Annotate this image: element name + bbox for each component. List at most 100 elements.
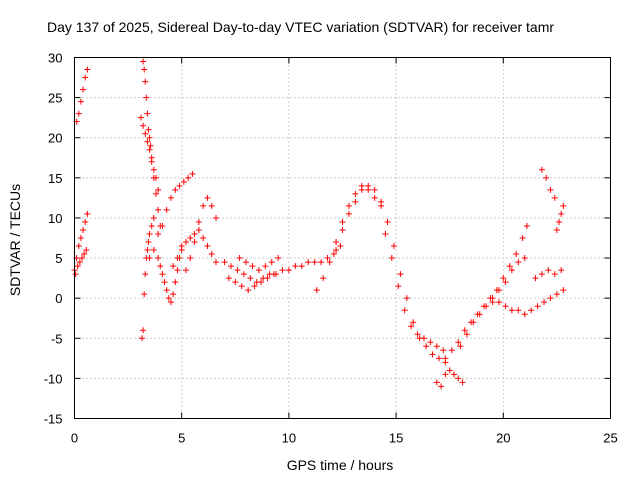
data-point: [345, 202, 352, 209]
data-point: [429, 351, 436, 358]
data-point: [502, 303, 509, 310]
data-point: [547, 295, 554, 302]
series-s12: [225, 271, 277, 294]
data-point: [191, 239, 198, 246]
data-point: [459, 379, 466, 386]
data-point: [339, 218, 346, 225]
data-point: [208, 202, 215, 209]
series-s8: [155, 243, 185, 306]
data-point: [551, 194, 558, 201]
data-point: [330, 251, 337, 258]
data-point: [163, 287, 170, 294]
series-s2: [72, 247, 90, 278]
data-point: [176, 182, 183, 189]
y-tick-label: 5: [55, 251, 62, 266]
data-point: [243, 259, 250, 266]
data-point: [150, 214, 157, 221]
data-point: [204, 243, 211, 250]
data-point: [489, 299, 496, 306]
y-tick-label: -5: [51, 331, 63, 346]
series-s9: [170, 226, 220, 270]
data-point: [534, 303, 541, 310]
data-point: [167, 299, 174, 306]
data-point: [245, 287, 252, 294]
data-point: [448, 347, 455, 354]
data-point: [145, 126, 152, 133]
data-point: [268, 259, 275, 266]
x-tick-label: 10: [282, 431, 296, 446]
data-point: [249, 263, 256, 270]
series-s23: [553, 202, 567, 233]
data-point: [213, 214, 220, 221]
data-point: [401, 307, 408, 314]
series-s16: [382, 230, 447, 354]
data-point: [77, 235, 84, 241]
data-point: [388, 255, 395, 262]
data-point: [213, 259, 220, 266]
data-point: [174, 255, 181, 262]
data-point: [446, 367, 453, 374]
data-point: [508, 267, 515, 274]
data-point: [74, 263, 81, 270]
data-point: [433, 343, 440, 350]
data-point: [238, 283, 245, 290]
data-point: [560, 202, 567, 209]
data-point: [155, 255, 162, 262]
data-point: [324, 255, 331, 262]
series-s17: [433, 367, 466, 390]
data-point: [275, 255, 282, 262]
series-s13: [236, 255, 282, 274]
data-point: [333, 239, 340, 246]
data-point: [140, 122, 147, 129]
data-point: [521, 255, 528, 262]
data-point: [150, 247, 157, 254]
x-tick-label: 20: [496, 431, 510, 446]
series-s21: [532, 267, 565, 282]
data-point: [556, 218, 563, 225]
data-point: [553, 291, 560, 298]
data-point: [167, 194, 174, 201]
data-point: [150, 166, 157, 173]
data-point: [80, 86, 87, 93]
series-s5: [140, 58, 162, 193]
y-tick-label: -10: [44, 371, 63, 386]
data-point: [187, 255, 194, 262]
data-point: [155, 186, 162, 193]
data-point: [442, 355, 449, 362]
data-point: [148, 222, 155, 229]
data-point: [326, 259, 333, 266]
data-point: [476, 311, 483, 318]
data-point: [225, 275, 232, 282]
data-point: [174, 267, 181, 274]
data-point: [204, 194, 211, 201]
data-point: [208, 251, 215, 258]
data-point: [82, 74, 89, 81]
data-point: [390, 243, 397, 250]
series-s10: [182, 194, 220, 274]
data-point: [262, 263, 269, 270]
data-point: [333, 247, 340, 254]
data-point: [148, 158, 155, 165]
data-point: [170, 263, 177, 270]
data-point: [240, 271, 247, 278]
data-point: [172, 279, 179, 286]
data-point: [191, 230, 198, 237]
data-point: [547, 186, 554, 193]
series-s18: [442, 222, 530, 362]
y-tick-label: 15: [48, 171, 62, 186]
data-point: [352, 190, 359, 197]
data-point: [142, 78, 149, 85]
data-point: [251, 283, 258, 290]
data-point: [408, 323, 415, 330]
data-point: [264, 275, 271, 282]
x-tick-label: 0: [71, 431, 78, 446]
data-point: [145, 239, 152, 246]
y-tick-label: 30: [48, 51, 62, 66]
data-point: [532, 275, 539, 282]
data-point: [187, 235, 194, 241]
data-point: [455, 375, 462, 382]
data-point: [142, 130, 149, 137]
data-point: [258, 279, 265, 286]
data-point: [182, 239, 189, 246]
data-point: [195, 226, 202, 233]
